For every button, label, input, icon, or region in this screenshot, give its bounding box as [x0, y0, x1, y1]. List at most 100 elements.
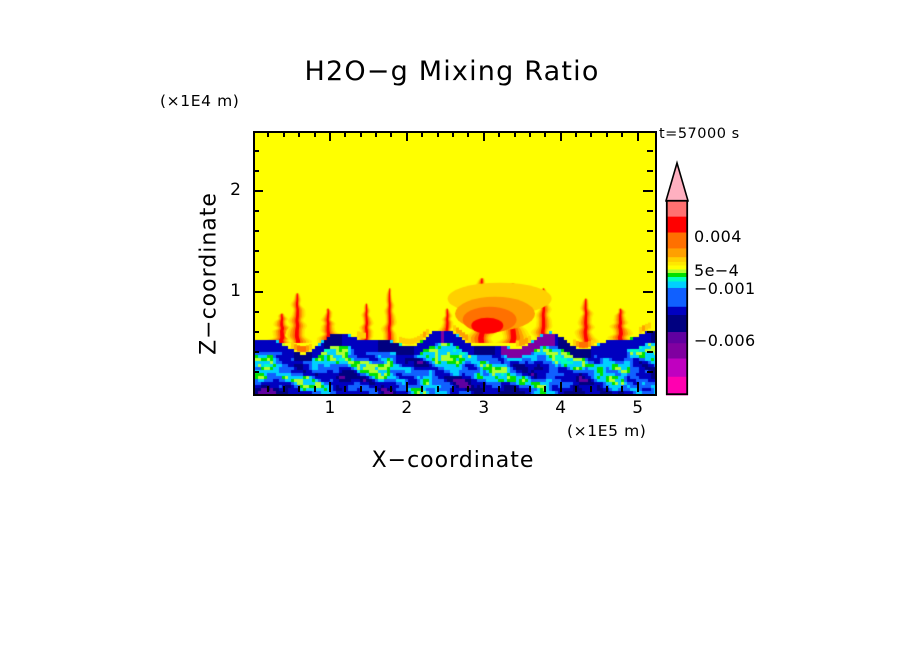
page-title: H2O−g Mixing Ratio: [304, 56, 600, 87]
x-tick-top: [267, 131, 270, 137]
x-tick-label: 3: [478, 398, 490, 418]
colorbar-arrow: [664, 160, 690, 202]
colorbar-band: [666, 281, 688, 289]
y-tick: [253, 310, 259, 313]
x-tick-top: [621, 131, 624, 137]
x-tick-top: [328, 131, 331, 141]
x-tick-top: [375, 131, 378, 137]
x-tick: [498, 386, 501, 392]
contour-field: [255, 133, 655, 394]
colorbar-band: [666, 257, 688, 263]
y-tick: [253, 190, 263, 193]
colorbar: [664, 160, 690, 396]
y-tick: [253, 370, 259, 373]
x-tick-top: [482, 131, 485, 141]
y-tick: [253, 270, 259, 273]
colorbar-tick-label: 0.004: [694, 227, 742, 246]
y-tick-right: [647, 370, 653, 373]
x-tick-top: [359, 131, 362, 137]
x-tick: [313, 386, 316, 392]
x-tick: [528, 386, 531, 392]
x-tick: [267, 386, 270, 392]
y-axis-units-label: (×1E4 m): [160, 92, 240, 110]
x-tick-top: [528, 131, 531, 137]
time-annotation: t=57000 s: [659, 126, 740, 142]
x-tick: [482, 382, 485, 392]
x-tick-top: [344, 131, 347, 137]
colorbar-tick-label: −0.006: [694, 331, 756, 350]
colorbar-tick-label: 5e−4: [694, 261, 740, 280]
y-tick-label: 2: [230, 180, 241, 201]
colorbar-band: [666, 261, 688, 266]
colorbar-band: [666, 287, 688, 308]
colorbar-band: [666, 332, 688, 344]
y-tick: [253, 230, 259, 233]
x-tick-label: 2: [401, 398, 413, 418]
x-tick-top: [605, 131, 608, 137]
x-tick: [621, 386, 624, 392]
x-tick-label: 1: [324, 398, 336, 418]
colorbar-band: [666, 306, 688, 316]
x-tick-top: [390, 131, 393, 137]
x-tick: [375, 386, 378, 392]
colorbar-band: [666, 200, 688, 218]
x-tick-top: [452, 131, 454, 137]
y-tick-right: [643, 190, 653, 193]
x-tick-top: [559, 131, 562, 141]
y-tick-right: [647, 250, 653, 253]
x-axis-title: X−coordinate: [371, 448, 535, 473]
x-axis-units-label: (×1E5 m): [567, 422, 647, 440]
x-tick-top: [590, 131, 593, 137]
colorbar-band: [666, 376, 688, 396]
x-tick: [636, 382, 639, 392]
x-tick-top: [282, 131, 285, 137]
y-tick-right: [647, 150, 653, 153]
x-tick: [575, 386, 578, 392]
colorbar-band: [666, 265, 688, 270]
colorbar-tick-label: −0.001: [694, 279, 756, 298]
colorbar-band: [666, 273, 688, 278]
colorbar-band: [666, 358, 688, 378]
colorbar-swatches: [664, 160, 690, 396]
y-tick: [253, 170, 259, 173]
x-tick-top: [313, 131, 316, 137]
colorbar-band: [666, 277, 688, 282]
x-tick-top: [467, 131, 470, 137]
x-tick: [513, 386, 516, 392]
y-tick: [253, 150, 259, 153]
colorbar-band: [666, 343, 688, 359]
colorbar-band: [666, 232, 688, 249]
x-tick: [328, 382, 331, 392]
x-tick: [559, 382, 562, 392]
x-tick: [605, 386, 608, 392]
y-tick-right: [647, 330, 653, 333]
colorbar-band: [666, 315, 688, 333]
colorbar-outline: [665, 199, 689, 396]
x-tick: [344, 386, 347, 392]
y-tick: [253, 350, 259, 353]
x-tick: [298, 386, 301, 392]
x-tick-top: [421, 131, 424, 137]
colorbar-band: [666, 269, 688, 274]
x-tick: [452, 386, 454, 392]
plot-area: [253, 131, 657, 396]
y-tick-right: [643, 290, 653, 293]
y-tick: [253, 210, 259, 213]
y-tick-right: [647, 230, 653, 233]
x-tick: [544, 386, 547, 392]
x-tick: [467, 386, 470, 392]
y-tick: [253, 290, 263, 293]
x-tick: [436, 386, 439, 392]
x-tick-top: [498, 131, 501, 137]
colorbar-band: [666, 248, 688, 258]
y-tick: [253, 250, 259, 253]
y-tick-label: 1: [230, 280, 241, 301]
x-tick: [282, 386, 285, 392]
colorbar-band: [666, 216, 688, 233]
x-tick: [390, 386, 393, 392]
x-tick: [359, 386, 362, 392]
y-tick-right: [647, 170, 653, 173]
x-tick-label: 4: [555, 398, 567, 418]
x-tick: [405, 382, 408, 392]
